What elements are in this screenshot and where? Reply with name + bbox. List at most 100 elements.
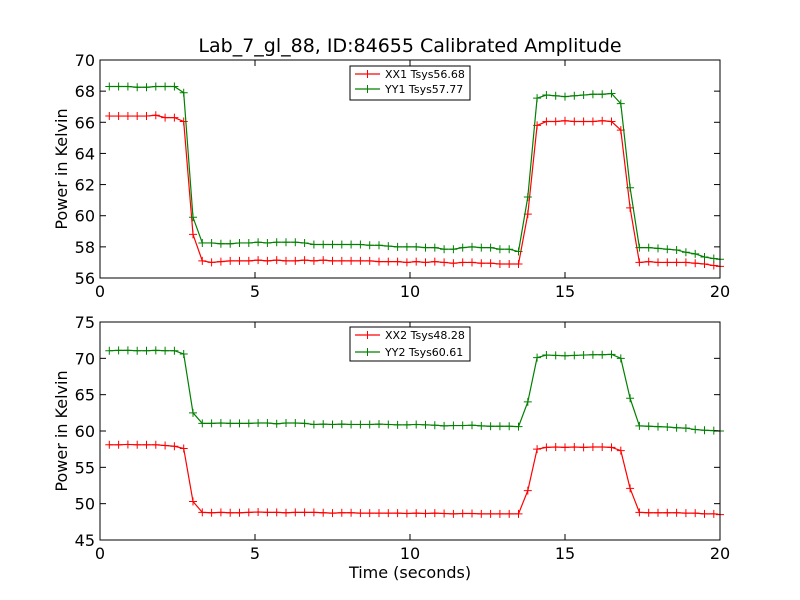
bottom-series-1-point: [207, 419, 216, 428]
top-series-0-point: [347, 256, 356, 265]
top-series-1-point: [114, 82, 123, 91]
top-series-0-point: [151, 111, 160, 120]
bottom-series-0-point: [142, 440, 151, 449]
bottom-series-1-point: [542, 351, 551, 360]
top-series-1-point: [133, 83, 142, 92]
top-series-1-point: [635, 243, 644, 252]
top-series-0-point: [216, 257, 225, 266]
bottom-series-0-point: [700, 509, 709, 518]
top-series-1-point: [328, 240, 337, 249]
bottom-series-1-point: [700, 426, 709, 435]
bottom-series-0-point: [263, 508, 272, 517]
bottom-series-0-point: [151, 440, 160, 449]
top-series-0-point: [477, 259, 486, 268]
bottom-series-1-point: [644, 422, 653, 431]
top-series-0-point: [663, 258, 672, 267]
top-xtick-label: 15: [555, 282, 575, 301]
bottom-series-0-point: [244, 508, 253, 517]
top-series-0-point: [468, 258, 476, 267]
bottom-ytick-label: 45: [75, 531, 95, 550]
top-ytick-label: 62: [75, 176, 95, 195]
top-series-0-point: [402, 258, 411, 267]
bottom-series-1-point: [291, 419, 300, 428]
bottom-series-0-point: [216, 508, 225, 517]
bottom-series-1-point: [505, 422, 514, 431]
top-xtick-label: 5: [250, 282, 260, 301]
bottom-xtick-label: 20: [710, 544, 730, 563]
bottom-series-1-point: [486, 422, 495, 431]
bottom-xtick-label: 0: [95, 544, 105, 563]
bottom-series-0-point: [319, 508, 328, 517]
top-series-1-point: [514, 247, 523, 256]
bottom-series-1-point: [626, 394, 635, 403]
top-plot-ylabel: Power in Kelvin: [52, 108, 71, 229]
bottom-series-0-point: [598, 442, 607, 451]
bottom-series-1-point: [300, 419, 309, 428]
top-series-1-point: [356, 240, 365, 249]
bottom-series-0-point: [635, 508, 644, 517]
bottom-series-0-point: [430, 509, 439, 518]
bottom-series-1-point: [133, 346, 142, 355]
bottom-series-0-point: [616, 446, 625, 455]
top-series-1-point: [449, 245, 458, 254]
top-series-1-point: [142, 83, 151, 92]
bottom-series-1-point: [402, 420, 411, 429]
top-series-1-point: [579, 91, 588, 100]
bottom-series-0-point: [486, 509, 495, 518]
bottom-series-0-point: [570, 442, 579, 451]
top-series-0-point: [365, 256, 374, 265]
top-series-0-point: [588, 117, 597, 126]
bottom-series-1-point: [440, 421, 449, 430]
top-series-0-point: [570, 117, 579, 126]
bottom-series-0-point: [123, 440, 132, 449]
bottom-series-0-point: [114, 440, 123, 449]
bottom-series-0-point: [179, 444, 188, 453]
top-series-0-point: [189, 230, 197, 239]
top-series-1-point: [533, 94, 542, 103]
bottom-series-1-point: [347, 420, 356, 429]
bottom-series-0-point: [681, 509, 690, 518]
top-ytick-label: 64: [75, 144, 95, 163]
top-series-0-point: [282, 256, 290, 265]
bottom-series-1-point: [356, 420, 365, 429]
top-series-0-point: [375, 257, 383, 266]
bottom-series-1-point: [244, 419, 253, 428]
top-series-0-point: [337, 256, 346, 265]
bottom-series-1-point: [254, 419, 263, 428]
top-series-1-point: [663, 245, 672, 254]
bottom-series-1-point: [468, 421, 476, 430]
bottom-plot-legend: XX2 Tsys48.28 YY2 Tsys60.61: [349, 326, 471, 362]
bottom-series-1-point: [337, 420, 346, 429]
bottom-series-1-point: [458, 421, 467, 430]
bottom-series-0-point: [309, 508, 318, 517]
bottom-series-1-point: [635, 421, 644, 430]
bottom-series-1-point: [282, 419, 290, 428]
top-series-1-point: [347, 240, 356, 249]
bottom-series-0-point: [402, 509, 411, 518]
top-series-0-point: [244, 256, 253, 265]
top-series-0-point: [709, 261, 718, 270]
bottom-series-0-point: [644, 508, 653, 517]
bottom-series-1-point: [393, 420, 402, 429]
bottom-xtick-label: 5: [250, 544, 260, 563]
top-xtick-label: 0: [95, 282, 105, 301]
bottom-series-0-point: [384, 509, 393, 518]
top-series-0-point: [700, 259, 709, 268]
top-series-1-point: [458, 243, 467, 252]
bottom-series-1-point: [412, 420, 421, 429]
bottom-plot-ylabel: Power in Kelvin: [52, 370, 71, 491]
top-series-1-point: [272, 238, 281, 247]
top-series-1-point: [235, 238, 244, 247]
top-series-1-point: [505, 245, 514, 254]
bottom-series-1-point: [114, 346, 123, 355]
top-series-1-point: [309, 240, 318, 249]
top-series-0-point: [412, 257, 421, 266]
top-series-0-point: [170, 113, 179, 122]
bottom-series-1-point: [681, 424, 690, 433]
bottom-ytick-label: 75: [75, 313, 95, 332]
bottom-series-0-point: [626, 484, 635, 493]
top-series-0-point: [393, 257, 402, 266]
bottom-series-1-point: [189, 408, 197, 417]
bottom-series-1-point: [449, 421, 458, 430]
bottom-series-0-point: [691, 509, 700, 518]
